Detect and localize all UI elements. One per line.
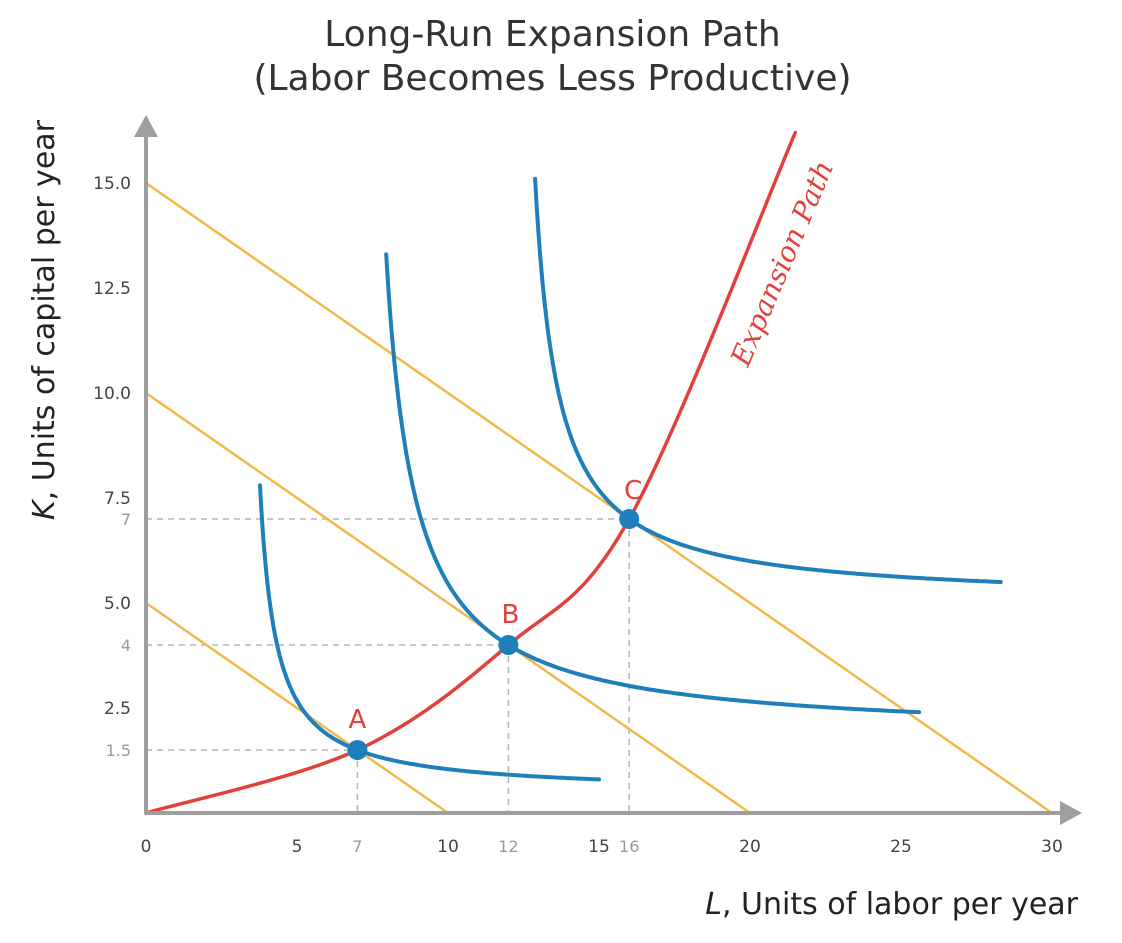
x-tick-20: 20 [739,837,761,857]
y-tick-10.0: 10.0 [93,384,131,404]
equilibrium-points: A B C [347,476,642,760]
isocost-line-2 [145,391,751,815]
x-axis-label-text: , Units of labor per year [722,887,1079,922]
axes [134,115,1082,825]
x-ref-tick-16: 16 [619,837,639,856]
y-axis-label: K, Units of capital per year [27,119,62,520]
x-axis-arrow [1060,801,1082,825]
isocost-line-3 [145,181,1053,815]
x-ref-tick-7: 7 [352,837,362,856]
x-tick-5: 5 [292,837,303,857]
x-tick-15: 15 [588,837,610,857]
x-tick-25: 25 [890,837,912,857]
isoquant-curves [258,176,1003,782]
isoquant-c [533,176,1003,584]
y-tick-5.0: 5.0 [104,594,131,614]
y-axis-variable: K [27,498,62,520]
point-label-a: A [349,705,367,735]
point-label-b: B [501,600,519,630]
isocost-line-1 [145,601,449,815]
x-tick-30: 30 [1041,837,1063,857]
point-a [347,740,368,760]
y-axis-label-text: , Units of capital per year [27,119,62,500]
y-ref-tick-4: 4 [121,636,131,655]
chart-title: Long-Run Expansion Path [324,14,781,55]
x-axis-variable: L [705,887,722,922]
y-tick-7.5: 7.5 [104,489,131,509]
isocost-lines [145,181,1053,815]
isoquant-b [384,252,922,715]
x-axis-label: L, Units of labor per year [705,887,1078,922]
point-b [498,635,519,655]
x-ref-tick-12: 12 [498,837,518,856]
point-label-c: C [624,476,642,506]
y-axis-arrow [134,115,158,137]
tick-labels: 0 5 10 15 20 25 30 7 12 16 2.5 5.0 7.5 10.0 12.5 15.0 1.… [93,174,1063,857]
isoquant-a [258,483,601,782]
y-tick-12.5: 12.5 [93,279,131,299]
expansion-path-group: Expansion Path [144,130,840,815]
chart-subtitle: (Labor Becomes Less Productive) [253,58,852,99]
y-tick-15.0: 15.0 [93,174,131,194]
y-ref-tick-1.5: 1.5 [106,741,131,760]
x-tick-0: 0 [141,837,152,857]
y-tick-2.5: 2.5 [104,699,131,719]
x-tick-10: 10 [437,837,459,857]
point-c [619,509,640,529]
expansion-path-line [144,130,798,815]
y-ref-tick-7: 7 [121,510,131,529]
